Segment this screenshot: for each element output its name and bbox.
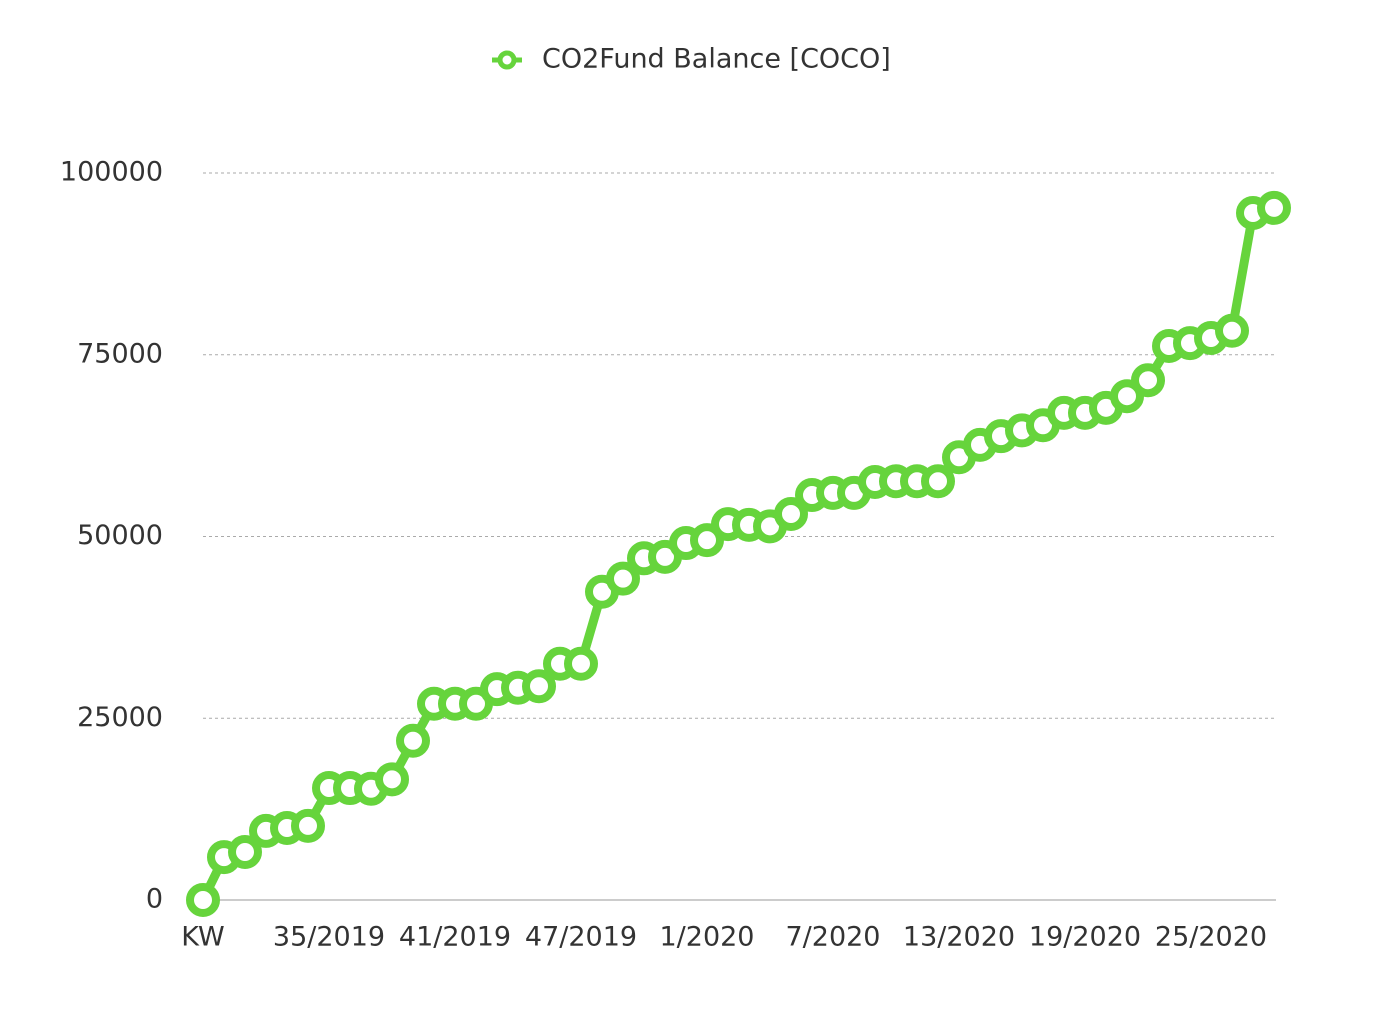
y-tick-label: 0 [146,884,163,915]
data-point [228,835,262,870]
data-point [690,523,724,558]
data-point [522,669,556,704]
x-tick-label: 13/2020 [903,922,1015,953]
data-point [396,723,430,758]
x-tick-label: 19/2020 [1029,922,1141,953]
x-tick-label: 41/2019 [399,922,511,953]
data-point [1131,363,1165,398]
x-tick-label: 7/2020 [786,922,881,953]
data-point [1215,313,1249,348]
data-point [291,808,325,843]
y-tick-label: 75000 [77,338,163,369]
data-point [921,464,955,499]
x-tick-label: 47/2019 [525,922,637,953]
data-point [606,561,640,596]
y-tick-label: 25000 [77,702,163,733]
x-tick-label: 1/2020 [660,922,755,953]
data-point [1257,190,1291,225]
y-tick-label: 100000 [60,157,163,188]
y-tick-label: 50000 [77,520,163,551]
x-tick-label: 25/2020 [1155,922,1267,953]
data-point [186,883,220,917]
legend-label: CO2Fund Balance [COCO] [542,44,891,75]
data-point [774,496,808,531]
x-tick-label: 35/2019 [273,922,385,953]
data-point [375,762,409,797]
data-point [1110,379,1144,414]
legend-marker [497,50,517,70]
data-point [564,646,598,681]
x-tick-label: KW [181,922,224,953]
